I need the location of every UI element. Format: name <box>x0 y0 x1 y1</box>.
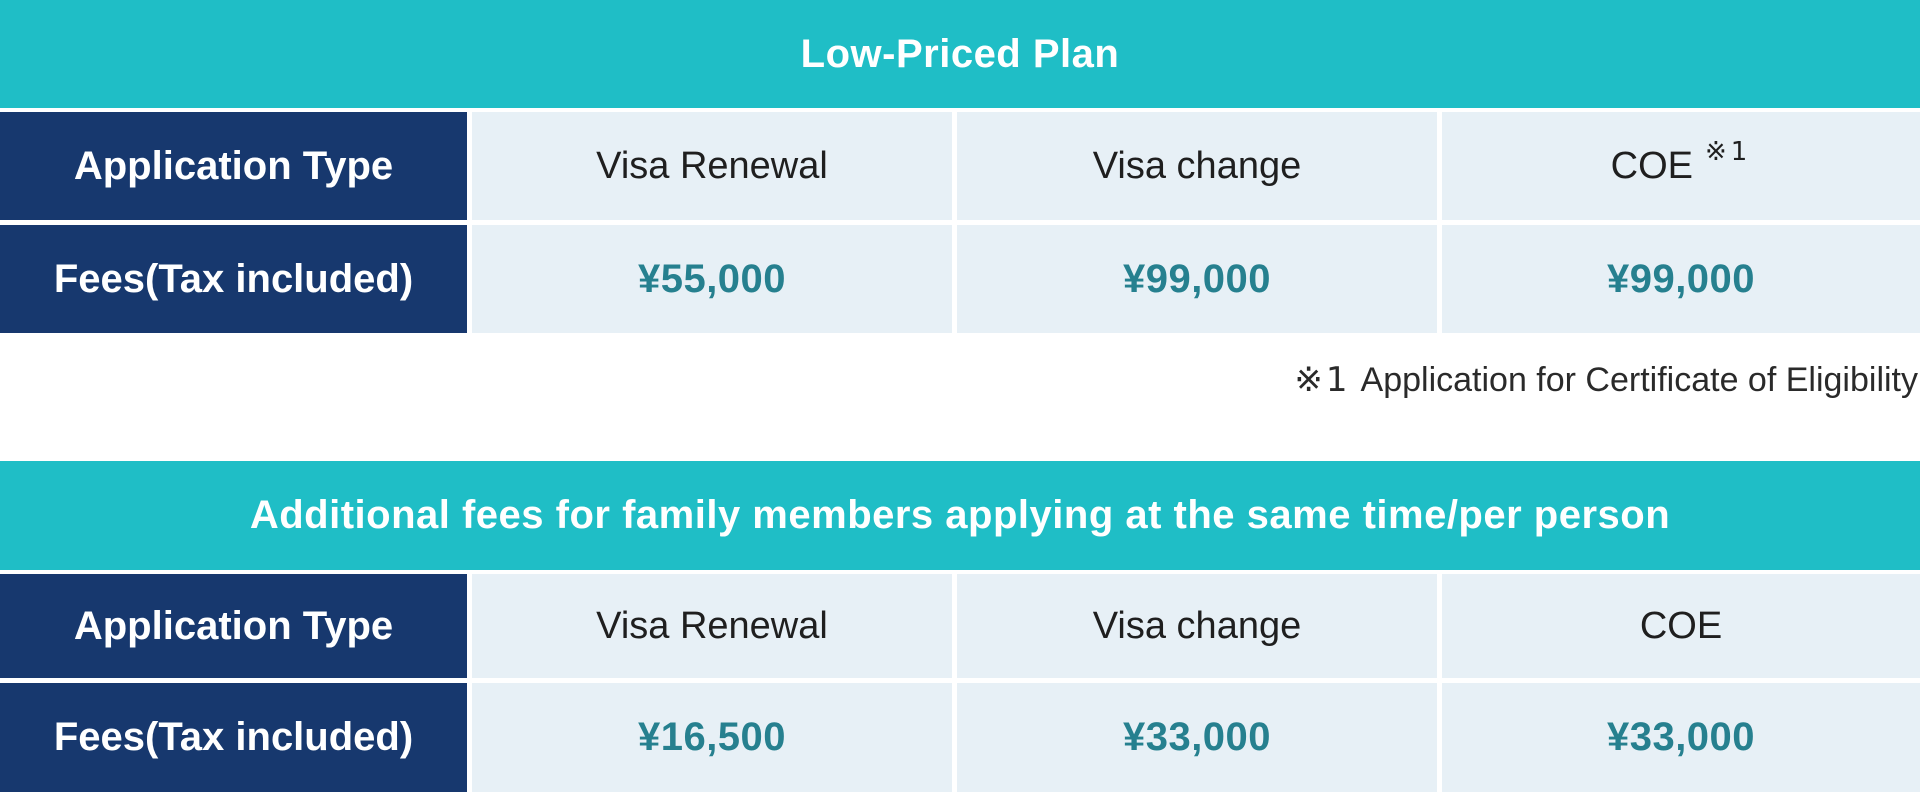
coe-footnote-text: Application for Certificate of Eligibili… <box>1360 361 1918 399</box>
bottom-edge-strip <box>0 792 1920 794</box>
coe-cell: COE <box>1442 574 1920 678</box>
reference-mark: ※1 <box>1294 360 1351 400</box>
application-type-header-cell: Application Type <box>0 112 467 220</box>
fee-visa-renewal-cell: ¥55,000 <box>472 225 952 333</box>
visa-change-label: Visa change <box>1092 604 1302 647</box>
fee-visa-renewal-cell: ¥16,500 <box>472 683 952 792</box>
family-fees-title: Additional fees for family members apply… <box>249 493 1671 537</box>
application-type-label: Application Type <box>73 143 394 188</box>
visa-change-label: Visa change <box>1092 144 1302 187</box>
coe-label: COE <box>1639 604 1723 647</box>
fee-coe-cell: ¥99,000 <box>1442 225 1920 333</box>
coe-footnote-reference: ※1 <box>1705 137 1752 167</box>
visa-change-cell: Visa change <box>957 574 1437 678</box>
visa-renewal-label: Visa Renewal <box>596 144 828 187</box>
low-priced-plan-title: Low-Priced Plan <box>800 31 1120 76</box>
fee-visa-renewal-value: ¥16,500 <box>637 715 787 759</box>
family-fees-table: Application Type Visa Renewal Visa chang… <box>0 574 1920 792</box>
fees-label: Fees(Tax included) <box>53 715 414 759</box>
visa-renewal-cell: Visa Renewal <box>472 112 952 220</box>
application-type-header-cell: Application Type <box>0 574 467 678</box>
coe-label: COE <box>1610 144 1694 187</box>
visa-renewal-cell: Visa Renewal <box>472 574 952 678</box>
low-priced-plan-banner: Low-Priced Plan <box>0 0 1920 108</box>
visa-renewal-label: Visa Renewal <box>596 604 828 647</box>
coe-cell: COE ※1 <box>1442 112 1920 220</box>
visa-change-cell: Visa change <box>957 112 1437 220</box>
fee-visa-change-value: ¥33,000 <box>1122 715 1272 759</box>
fees-header-cell: Fees(Tax included) <box>0 683 467 792</box>
fee-visa-change-cell: ¥33,000 <box>957 683 1437 792</box>
fee-visa-change-cell: ¥99,000 <box>957 225 1437 333</box>
fee-coe-value: ¥99,000 <box>1606 256 1756 301</box>
fee-coe-cell: ¥33,000 <box>1442 683 1920 792</box>
application-type-label: Application Type <box>73 603 394 648</box>
fee-visa-renewal-value: ¥55,000 <box>637 256 787 301</box>
coe-footnote: ※1 Application for Certificate of Eligibi… <box>0 358 1920 402</box>
family-fees-banner: Additional fees for family members apply… <box>0 461 1920 570</box>
fees-label: Fees(Tax included) <box>53 256 414 301</box>
fee-visa-change-value: ¥99,000 <box>1122 256 1272 301</box>
fees-header-cell: Fees(Tax included) <box>0 225 467 333</box>
low-priced-plan-table: Application Type Visa Renewal Visa chang… <box>0 112 1920 333</box>
fee-coe-value: ¥33,000 <box>1606 715 1756 759</box>
